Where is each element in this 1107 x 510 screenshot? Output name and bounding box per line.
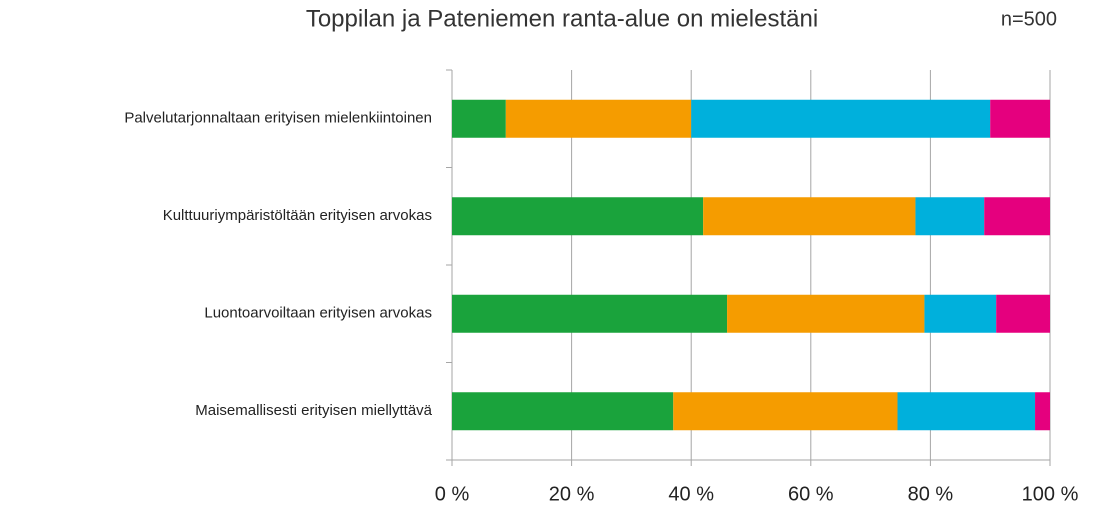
bar-segment <box>505 99 692 138</box>
x-tick-label: 100 % <box>1022 483 1079 505</box>
bar-segment <box>924 294 997 333</box>
bar-segment <box>452 99 506 138</box>
bar-segment <box>984 197 1050 236</box>
x-tick-label: 0 % <box>435 483 470 505</box>
bar-segment <box>1035 392 1050 431</box>
category-label: Kulttuuriympäristöltään erityisen arvoka… <box>163 207 432 224</box>
x-tick-label: 60 % <box>788 483 834 505</box>
bar-segment <box>452 294 728 333</box>
bar-segment <box>897 392 1036 431</box>
bar-segment <box>452 197 704 236</box>
x-tick-label: 40 % <box>668 483 714 505</box>
chart-title: Toppilan ja Pateniemen ranta-alue on mie… <box>306 5 818 32</box>
bar-segment <box>996 294 1050 333</box>
bar-segment <box>673 392 898 431</box>
bar-segment <box>990 99 1050 138</box>
bar-segment <box>703 197 916 236</box>
category-label: Luontoarvoiltaan erityisen arvokas <box>204 305 432 322</box>
sample-size: n=500 <box>1001 8 1057 30</box>
bar-segment <box>452 392 674 431</box>
bar-segment <box>691 99 991 138</box>
category-label: Maisemallisesti erityisen miellyttävä <box>195 402 432 419</box>
category-label: Palvelutarjonnaltaan erityisen mielenkii… <box>124 110 432 127</box>
bar-segment <box>727 294 925 333</box>
bar-segment <box>915 197 985 236</box>
x-tick-label: 20 % <box>549 483 595 505</box>
x-tick-label: 80 % <box>908 483 954 505</box>
